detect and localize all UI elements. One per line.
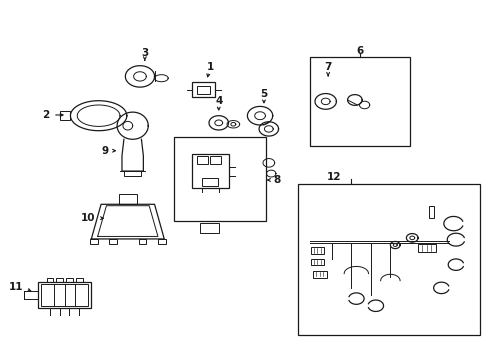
Bar — [197, 156, 207, 164]
Text: 9: 9 — [102, 146, 109, 156]
Text: 7: 7 — [324, 63, 331, 72]
Bar — [417, 244, 435, 252]
Text: 6: 6 — [356, 46, 363, 56]
Bar — [310, 259, 324, 265]
Bar — [60, 111, 70, 120]
Bar — [200, 222, 219, 233]
Text: 1: 1 — [206, 63, 214, 72]
Text: 2: 2 — [42, 110, 50, 120]
Bar — [123, 171, 141, 176]
Bar — [210, 156, 221, 164]
Text: 5: 5 — [260, 89, 267, 99]
Bar — [192, 154, 228, 188]
Text: 10: 10 — [81, 213, 95, 223]
Bar — [138, 239, 146, 244]
Bar — [56, 278, 63, 282]
Bar — [158, 239, 165, 244]
Bar — [297, 184, 479, 336]
Text: 11: 11 — [9, 282, 23, 292]
Bar — [196, 86, 209, 94]
Bar — [46, 278, 53, 282]
Bar — [174, 137, 266, 221]
Text: 12: 12 — [326, 172, 341, 182]
Bar — [38, 282, 91, 309]
Bar — [201, 178, 217, 186]
Bar — [90, 239, 98, 244]
Bar — [24, 291, 38, 299]
Bar — [310, 247, 324, 253]
Bar — [76, 278, 82, 282]
Text: 8: 8 — [273, 175, 280, 185]
Bar — [109, 239, 117, 244]
Bar — [428, 206, 433, 218]
Bar — [191, 82, 214, 98]
Bar — [66, 278, 73, 282]
Bar — [309, 57, 409, 146]
Bar — [41, 284, 88, 306]
Bar — [119, 194, 136, 204]
Bar — [312, 271, 326, 278]
Text: 3: 3 — [141, 48, 148, 58]
Text: 4: 4 — [215, 96, 222, 107]
